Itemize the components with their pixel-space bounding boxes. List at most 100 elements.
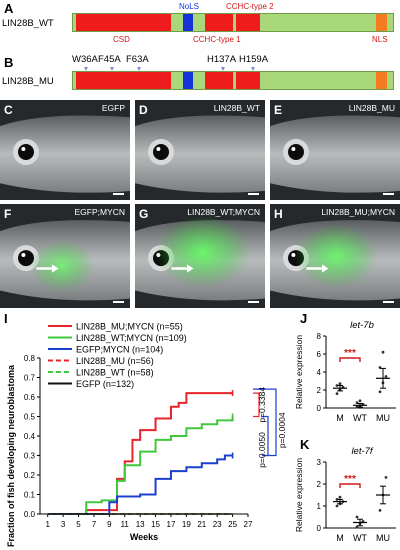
- x-tick-label: 3: [61, 520, 66, 529]
- zebrafish-image: [135, 204, 265, 308]
- zebrafish-image: [270, 204, 400, 308]
- category-label: MU: [376, 413, 390, 423]
- bracket-mu-egfp: [253, 388, 277, 457]
- significance-stars: ***: [344, 348, 356, 359]
- legend-label: EGFP (n=132): [76, 379, 134, 389]
- photo-panel-d: D LIN28B_WT: [135, 100, 265, 200]
- y-tick-label: 0: [317, 404, 322, 413]
- y-tick-label: 0.0: [24, 510, 36, 519]
- data-point: [358, 399, 362, 403]
- mutation-label-h159a: H159A: [239, 54, 269, 65]
- panel-j-label: J: [300, 311, 308, 326]
- x-tick-label: 19: [182, 520, 191, 529]
- mutation-marker-h137a: [221, 67, 225, 71]
- mutation-marker-f63a: [137, 67, 141, 71]
- mutation-marker-w36a: [84, 67, 88, 71]
- data-point: [338, 495, 342, 499]
- data-point: [378, 509, 382, 512]
- zebrafish-image: [135, 100, 265, 200]
- panel-b-label: B: [4, 55, 14, 70]
- scale-bar: [383, 301, 394, 303]
- y-tick-label: 0.6: [24, 393, 36, 402]
- x-tick-label: 15: [151, 520, 160, 529]
- zebrafish-image: [0, 204, 130, 308]
- scale-bar: [248, 193, 259, 195]
- neuroblastoma-incidence-chart: 1 3 5 7 9 11 13 15 17 19 21 23 25 270.00.10.20.30.40.…: [6, 322, 287, 548]
- mutation-label-h137a: H137A: [207, 54, 237, 65]
- y-tick-label: 0.8: [24, 354, 36, 363]
- legend-label: LIN28B_WT;MYCN (n=109): [76, 333, 187, 343]
- cchc2-domain-mu: [236, 72, 260, 89]
- legend-label: EGFP;MYCN (n=104): [76, 345, 163, 355]
- photo-panel-letter: C: [4, 103, 13, 117]
- x-tick-label: 11: [121, 520, 130, 529]
- category-label: WT: [353, 413, 367, 423]
- photo-caption: EGFP;MYCN: [74, 207, 125, 217]
- scale-bar: [248, 301, 259, 303]
- nls-label: NLS: [372, 35, 388, 44]
- p-value-label: p=0.0004: [277, 412, 287, 448]
- let7f-expression-chart: let-7f 0 1 2 3 Relative expression M WT MU ***: [294, 446, 396, 543]
- photo-panel-letter: D: [139, 103, 148, 117]
- y-tick-label: 2: [317, 386, 322, 395]
- legend-label: LIN28B_WT (n=58): [76, 368, 154, 378]
- mutation-label-f63a: F63A: [126, 54, 149, 65]
- cchc2-domain-wt: [236, 14, 260, 31]
- data-point: [384, 375, 388, 378]
- data-point: [378, 390, 382, 394]
- photo-caption: LIN28B_MU: [348, 103, 395, 113]
- gfp-tumor-signal: [155, 216, 251, 288]
- data-point: [381, 350, 385, 354]
- data-point: [355, 515, 359, 519]
- series-line: [47, 454, 233, 515]
- x-tick-label: 9: [107, 520, 112, 529]
- y-tick-label: 6: [317, 350, 322, 359]
- photo-panel-c: C EGFP: [0, 100, 130, 200]
- x-tick-label: 27: [244, 520, 253, 529]
- p-value-label: p=0.3384: [257, 387, 267, 423]
- scale-bar: [383, 193, 394, 195]
- photo-caption: LIN28B_MU;MYCN: [321, 207, 395, 217]
- legend-label: LIN28B_MU (n=56): [76, 356, 154, 366]
- plot-title: let-7b: [350, 320, 374, 331]
- zebrafish-image: [270, 100, 400, 200]
- y-axis-label: Fraction of fish developing neuroblastom…: [6, 364, 16, 547]
- y-tick-label: 0.1: [24, 491, 36, 500]
- category-label: M: [336, 413, 344, 423]
- nols-domain-mu: [183, 72, 193, 89]
- cchc1-domain-mu: [205, 72, 233, 89]
- plot-title: let-7f: [351, 446, 373, 457]
- x-tick-label: 7: [92, 520, 97, 529]
- y-axis-label: Relative expression: [294, 458, 304, 532]
- y-tick-label: 0.3: [24, 452, 36, 461]
- x-tick-label: 17: [167, 520, 176, 529]
- x-axis-label: Weeks: [130, 532, 158, 542]
- y-tick-label: 4: [317, 368, 322, 377]
- y-tick-label: 0.4: [24, 432, 36, 441]
- scale-bar: [113, 193, 124, 195]
- x-tick-label: 21: [197, 520, 206, 529]
- photo-panel-h: H LIN28B_MU;MYCN: [270, 204, 400, 308]
- panel-k-label: K: [300, 437, 310, 452]
- nols-label: NoLS: [179, 2, 200, 11]
- y-tick-label: 0: [317, 524, 322, 533]
- data-point: [335, 392, 339, 395]
- category-label: M: [336, 533, 344, 543]
- significance-bracket: [339, 357, 361, 362]
- mutation-marker-f45a: [110, 67, 114, 71]
- mutation-markers: [84, 67, 255, 71]
- category-label: WT: [353, 533, 367, 543]
- y-tick-label: 2: [317, 480, 322, 489]
- let7b-expression-chart: let-7b 0 2 4 6 8 Relative expression M WT MU ***: [294, 320, 396, 423]
- nls-domain-wt: [376, 14, 387, 31]
- csd-domain-wt: [76, 14, 171, 31]
- significance-stars: ***: [344, 474, 356, 485]
- photo-panel-letter: F: [4, 207, 12, 221]
- photo-caption: LIN28B_WT: [213, 103, 260, 113]
- y-tick-label: 0.5: [24, 413, 36, 422]
- nols-domain-wt: [183, 14, 193, 31]
- data-point: [335, 504, 339, 508]
- series-line: [47, 392, 233, 515]
- photo-caption: LIN28B_WT;MYCN: [187, 207, 260, 217]
- y-axis-label: Relative expression: [294, 335, 304, 409]
